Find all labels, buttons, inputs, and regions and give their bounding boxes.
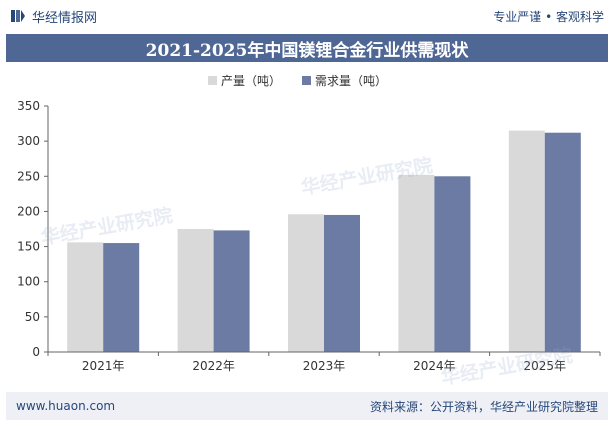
y-tick-label: 0	[32, 345, 40, 359]
y-tick-label: 250	[17, 169, 40, 183]
bar-demand	[103, 243, 140, 352]
bar-demand	[544, 132, 581, 352]
x-tick-label: 2024年	[413, 359, 456, 373]
brand: 华经情报网	[10, 7, 97, 26]
y-tick-label: 350	[17, 99, 40, 113]
logo-icon	[11, 10, 25, 22]
y-tick-label: 200	[17, 204, 40, 218]
x-axis: 2021年 2022年 2023年 2024年 2025年	[47, 351, 601, 373]
legend-swatch	[208, 76, 217, 85]
footer-url: www.huaon.com	[16, 399, 116, 413]
footer-source: 资料来源：公开资料，华经产业研究院整理	[369, 399, 598, 414]
bar-production	[288, 214, 324, 352]
y-tick-label: 150	[17, 240, 40, 254]
footer: www.huaon.com 资料来源：公开资料，华经产业研究院整理	[6, 392, 608, 420]
bar-production	[67, 242, 104, 352]
top-bar: 华经情报网 专业严谨 • 客观科学	[0, 0, 614, 32]
chart-title: 2021-2025年中国镁锂合金行业供需现状	[145, 40, 469, 61]
legend: 产量（吨） 需求量（吨）	[208, 74, 387, 88]
y-axis: 0 50 100 150 200 250 300 350	[17, 99, 49, 359]
y-tick-label: 100	[17, 275, 40, 289]
bar-demand	[324, 214, 360, 352]
brand-name: 华经情报网	[32, 10, 98, 26]
bar-production	[398, 174, 435, 352]
tagline: 专业严谨 • 客观科学	[493, 9, 604, 24]
bar-demand	[434, 176, 471, 352]
legend-label: 产量（吨）	[221, 74, 281, 88]
bars	[67, 130, 581, 352]
x-tick-label: 2022年	[192, 359, 235, 373]
bar-production	[177, 229, 214, 352]
legend-swatch	[302, 76, 311, 85]
bar-demand	[213, 230, 250, 352]
y-tick-label: 300	[17, 134, 40, 148]
y-tick-label: 50	[25, 310, 40, 324]
bar-production	[508, 130, 545, 352]
chart-title-bar: 2021-2025年中国镁锂合金行业供需现状	[6, 34, 608, 62]
x-tick-label: 2023年	[303, 359, 346, 373]
legend-label: 需求量（吨）	[315, 74, 387, 88]
x-tick-label: 2025年	[524, 359, 567, 373]
x-tick-label: 2021年	[82, 359, 125, 373]
